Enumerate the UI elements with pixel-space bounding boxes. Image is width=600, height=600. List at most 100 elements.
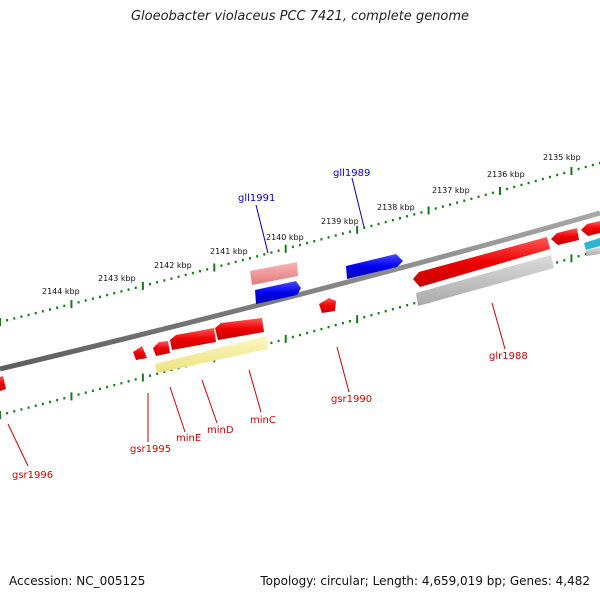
gene-glr1988-feature[interactable] — [413, 237, 550, 287]
leader-gsr1990 — [336, 346, 350, 393]
gene-label-gsr1990[interactable]: gsr1990 — [331, 394, 372, 405]
tick-labels: 2135 kbp 2136 kbp 2137 kbp 2138 kbp 2139… — [42, 153, 581, 296]
inner-ruler-tick — [441, 205, 444, 208]
leader-gsr1996 — [7, 423, 29, 467]
outer-ruler-tick — [41, 402, 44, 406]
gene-gsr1990-feature[interactable] — [319, 298, 336, 313]
gene-minE-feature[interactable] — [153, 341, 170, 356]
inner-ruler-tick — [577, 167, 580, 171]
inner-ruler-tick — [27, 313, 30, 317]
outer-ruler-tick — [106, 385, 109, 389]
tick-label-2139: 2139 kbp — [321, 217, 359, 226]
inner-ruler-tick — [334, 234, 337, 237]
inner-ruler-tick — [99, 295, 101, 299]
outer-ruler-tick — [13, 410, 16, 413]
gene-glr1988-extra-feature[interactable] — [551, 228, 579, 245]
gene-minD-feature[interactable] — [170, 328, 216, 350]
outer-ruler-tick — [349, 319, 351, 323]
outer-ruler-tick — [163, 370, 166, 374]
gene-label-gsr1995[interactable]: gsr1995 — [130, 444, 171, 455]
gene-gll1989-feature[interactable] — [346, 254, 403, 279]
inner-ruler-tick — [77, 301, 80, 304]
outer-ruler-tick — [149, 374, 151, 377]
inner-ruler-tick — [591, 163, 594, 167]
outer-ruler-tick — [141, 373, 144, 382]
inner-ruler-tick — [177, 275, 180, 278]
gene-gsr1996-feature[interactable] — [0, 376, 6, 391]
inner-ruler-tick — [477, 195, 480, 198]
gene-label-gll1991[interactable]: gll1991 — [238, 193, 275, 204]
inner-ruler-tick — [427, 206, 430, 215]
outer-ruler-tick — [363, 316, 366, 319]
inner-ruler-tick — [377, 222, 380, 226]
gene-label-gsr1996[interactable]: gsr1996 — [12, 470, 53, 481]
gene-glr1988-pseudo-feature[interactable] — [416, 255, 554, 306]
inner-ruler-tick — [256, 255, 259, 258]
inner-ruler-tick — [320, 238, 323, 241]
inner-ruler-tick — [13, 317, 16, 320]
inner-ruler-tick — [313, 240, 316, 243]
outer-ruler-tick — [341, 321, 344, 325]
outer-ruler-tick — [291, 335, 294, 339]
inner-ruler-tick — [391, 218, 394, 222]
map-title: Gloeobacter violaceus PCC 7421, complete… — [130, 9, 470, 24]
inner-ruler-tick — [341, 232, 344, 235]
outer-ruler-tick — [0, 411, 1, 419]
outer-ruler-tick — [277, 339, 280, 343]
tick-label-2138: 2138 kbp — [377, 203, 415, 212]
leader-minD — [201, 379, 218, 424]
gene-edge-right-feature[interactable] — [581, 221, 600, 236]
inner-ruler-tick — [406, 215, 409, 218]
gene-minC-feature[interactable] — [215, 318, 264, 340]
gene-label-minD[interactable]: minD — [207, 425, 234, 436]
gene-mincluster-yellow-feature[interactable] — [155, 336, 268, 373]
outer-ruler-tick — [63, 397, 66, 400]
inner-ruler-tick — [56, 306, 59, 309]
outer-ruler-tick — [6, 411, 9, 415]
leader-lines — [7, 177, 506, 467]
inner-ruler-tick — [284, 244, 287, 253]
tick-label-2140: 2140 kbp — [266, 233, 304, 242]
gene-label-minE[interactable]: minE — [176, 433, 201, 444]
gene-gll1991-feature[interactable] — [250, 262, 298, 285]
tick-label-2135: 2135 kbp — [543, 153, 581, 162]
gene-cyan-feature[interactable] — [584, 238, 600, 250]
outer-ruler-tick — [113, 383, 116, 387]
inner-ruler-tick — [291, 245, 294, 249]
inner-ruler-tick — [156, 281, 159, 284]
outer-ruler-tick — [91, 389, 94, 392]
gene-label-glr1988[interactable]: glr1988 — [489, 351, 528, 362]
outer-ruler-tick — [327, 325, 330, 329]
inner-ruler-tick — [534, 179, 537, 183]
inner-ruler-tick — [106, 293, 109, 297]
inner-ruler-tick — [241, 258, 244, 262]
gene-label-gll1989[interactable]: gll1989 — [333, 168, 370, 179]
inner-ruler-tick — [206, 268, 209, 271]
inner-ruler-tick — [49, 308, 51, 311]
outer-ruler-tick — [391, 308, 394, 311]
inner-ruler-tick — [41, 310, 44, 313]
inner-ruler-tick — [170, 277, 173, 280]
inner-ruler-tick — [184, 273, 187, 277]
genome-backbone — [0, 210, 600, 372]
tick-label-2143: 2143 kbp — [98, 274, 136, 283]
tick-label-2142: 2142 kbp — [154, 261, 192, 270]
outer-ruler-tick — [34, 404, 37, 407]
reverse-features — [0, 221, 600, 391]
genome-summary-text: Topology: circular; Length: 4,659,019 bp… — [260, 574, 590, 588]
inner-ruler-tick — [434, 207, 437, 210]
gene-gsr1995-feature[interactable] — [133, 346, 147, 360]
inner-ruler-tick — [420, 211, 423, 214]
outer-ruler-tick — [284, 334, 287, 343]
tick-rulers — [0, 161, 600, 419]
inner-ruler-tick — [263, 253, 266, 256]
outer-ruler-tick — [20, 408, 23, 411]
gene-label-minC[interactable]: minC — [250, 415, 276, 426]
outer-ruler-tick — [406, 304, 409, 307]
outer-ruler-tick — [77, 393, 80, 396]
outer-ruler-tick — [584, 252, 587, 256]
gene-gll1992-feature[interactable] — [255, 281, 301, 304]
inner-ruler-tick — [556, 173, 559, 177]
outer-ruler-tick — [127, 380, 130, 383]
gene-gray-edge-feature[interactable] — [585, 247, 600, 256]
